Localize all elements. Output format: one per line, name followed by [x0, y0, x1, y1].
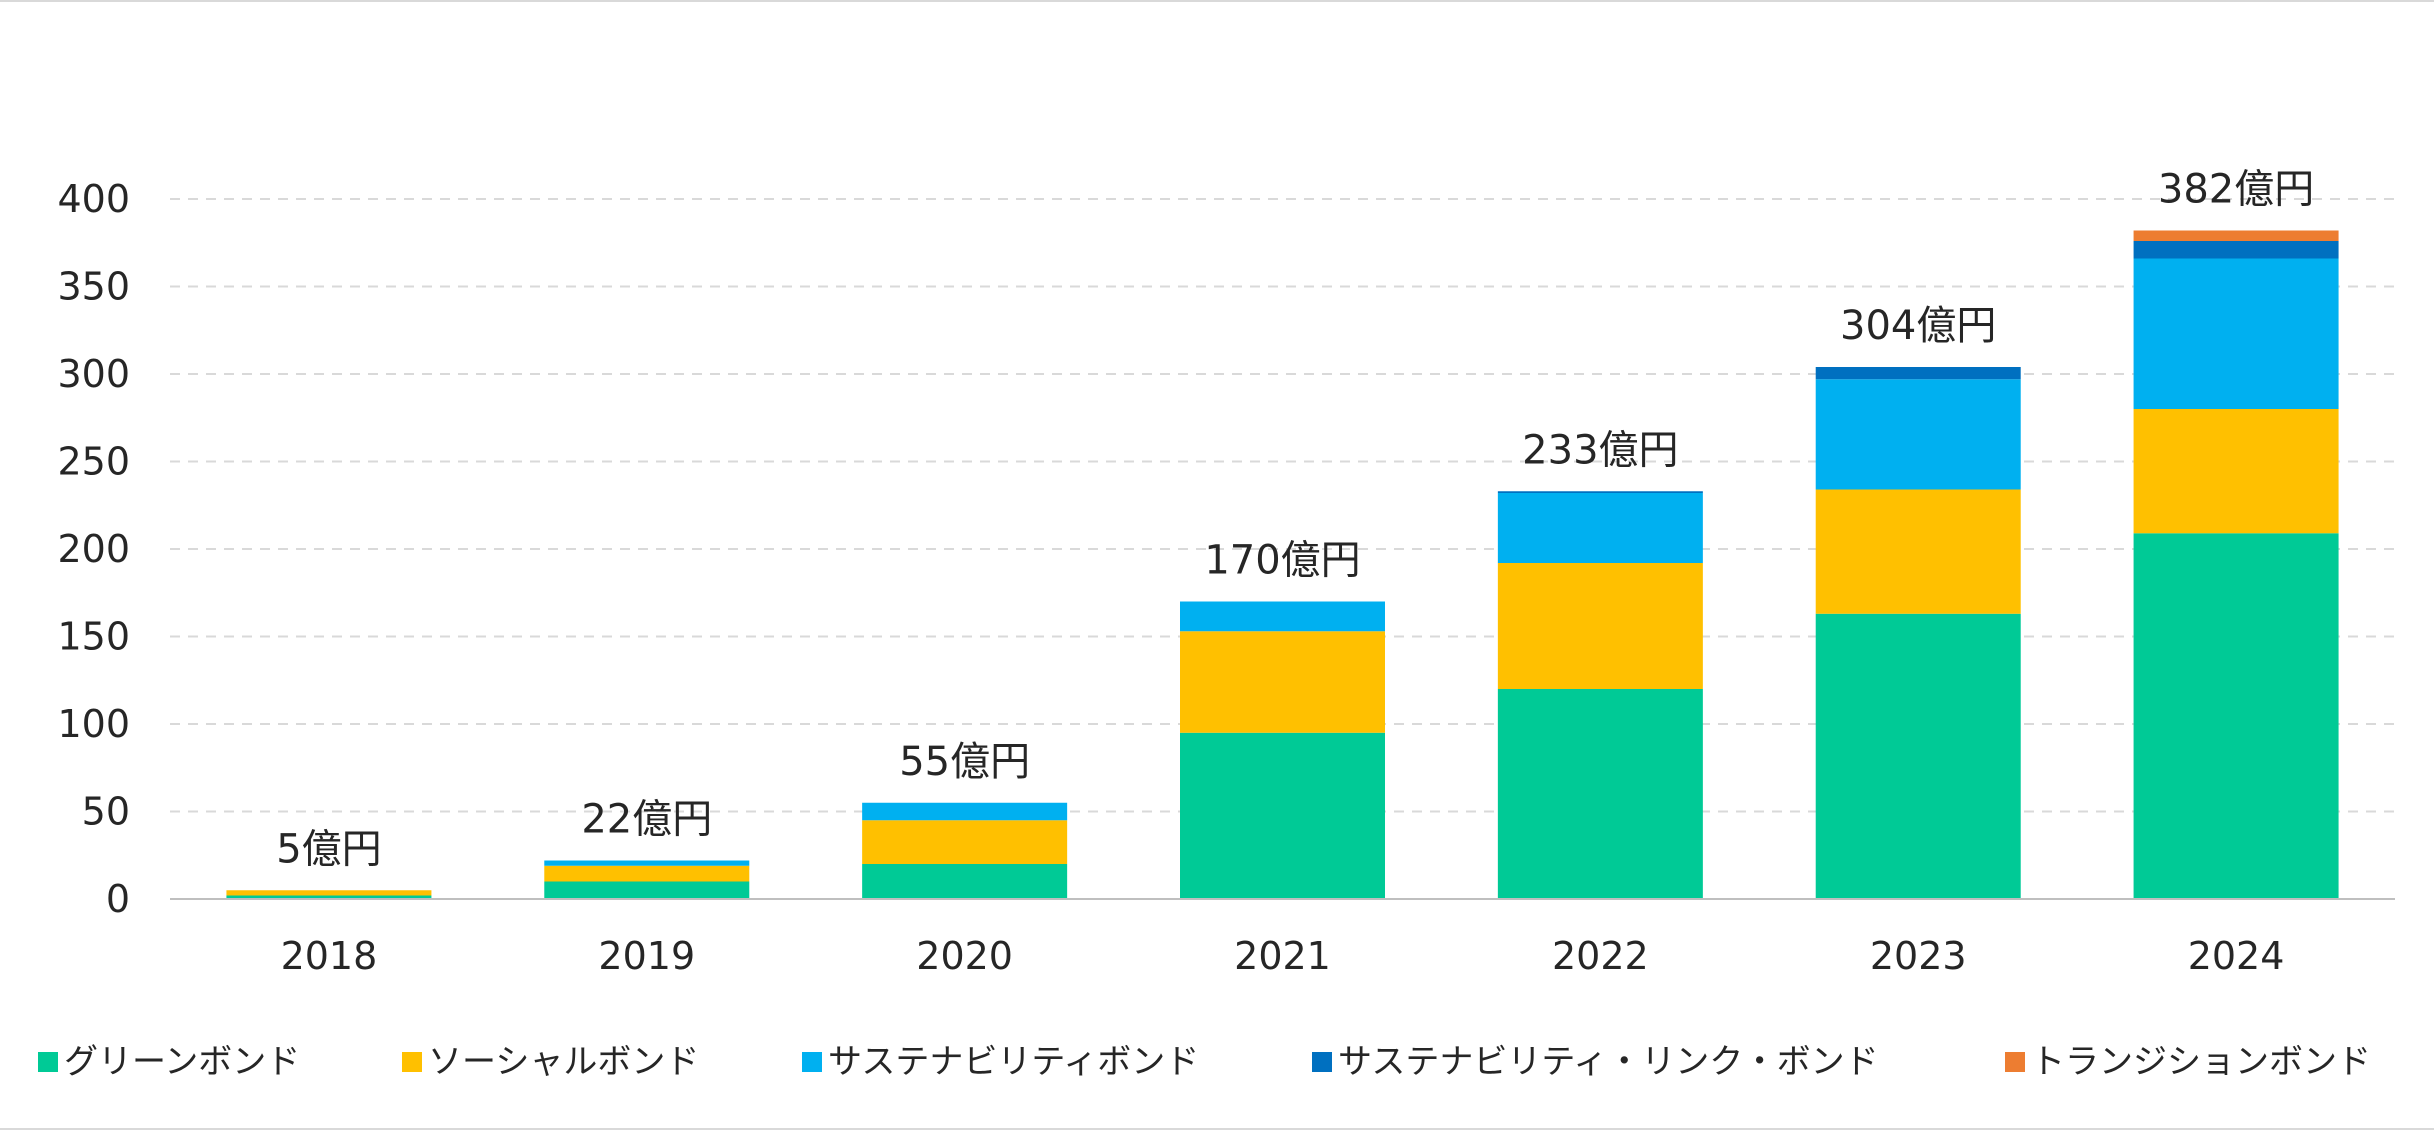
x-tick-label: 2024 [2188, 934, 2285, 978]
y-tick-label: 50 [82, 790, 130, 834]
x-tick-label: 2022 [1552, 934, 1649, 978]
bar-segment-2023-s0 [1815, 613, 2021, 899]
legend-swatch [2005, 1052, 2025, 1072]
legend-label: グリーンボンド [64, 1042, 301, 1082]
y-tick-label: 350 [57, 265, 130, 309]
bar-segment-2024-s4 [2133, 230, 2339, 241]
bar-segment-2020-s2 [862, 802, 1068, 821]
bar-total-label: 233億円 [1522, 427, 1678, 473]
bar-segment-2022-s2 [1497, 493, 1703, 563]
y-tick-label: 0 [106, 877, 130, 921]
bar-segment-2019-s0 [544, 881, 750, 899]
bar-segment-2018-s0 [226, 895, 432, 899]
bar-total-label: 170億円 [1204, 538, 1360, 584]
legend-swatch [1312, 1052, 1332, 1072]
x-tick-label: 2021 [1234, 934, 1331, 978]
x-axis-ticks: 2018 2019 2020 2021 2022 2023 2024 [281, 934, 2285, 978]
legend-label: ソーシャルボンド [428, 1042, 700, 1082]
x-tick-label: 2018 [281, 934, 378, 978]
legend-item: サステナビリティボンド [802, 1032, 1199, 1092]
bar-segment-2024-s2 [2133, 258, 2339, 409]
legend-item: グリーンボンド [38, 1032, 300, 1092]
bar-total-label: 5億円 [276, 826, 381, 872]
bar-segment-2022-s1 [1497, 563, 1703, 689]
y-tick-label: 200 [57, 527, 130, 571]
bar-total-label: 382億円 [2158, 167, 2314, 213]
bar-segment-2018-s1 [226, 890, 432, 896]
legend-swatch [402, 1052, 422, 1072]
legend: グリーンボンド ソーシャルボンド サステナビリティボンド サステナビリティ・リンク・ボ… [0, 1032, 2434, 1092]
bar-segment-2024-s1 [2133, 409, 2339, 534]
bar-total-label: 22億円 [581, 797, 712, 843]
bar-segment-2022-s0 [1497, 689, 1703, 899]
bar-segment-2019-s2 [544, 860, 750, 866]
x-tick-label: 2020 [916, 934, 1013, 978]
y-tick-label: 150 [57, 615, 130, 659]
y-tick-label: 300 [57, 352, 130, 396]
gridlines [170, 198, 2395, 813]
bar-segment-2024-s3 [2133, 241, 2339, 259]
legend-label: サステナビリティボンド [828, 1042, 1200, 1082]
bars [226, 230, 2339, 899]
stacked-bar-chart: 0 50 100 150 200 250 300 350 400 2018 2019 2020 202… [57, 167, 2395, 978]
bar-segment-2022-s3 [1497, 491, 1703, 493]
bar-segment-2021-s0 [1180, 732, 1385, 899]
bar-total-label: 304億円 [1840, 303, 1996, 349]
legend-item: ソーシャルボンド [402, 1032, 699, 1092]
bar-segment-2020-s0 [862, 864, 1068, 899]
bar-segment-2019-s1 [544, 865, 750, 882]
bar-segment-2023-s3 [1815, 367, 2021, 380]
bar-total-label: 55億円 [899, 739, 1030, 785]
bar-segment-2020-s1 [862, 820, 1068, 864]
bar-segment-2024-s0 [2133, 533, 2339, 899]
y-tick-label: 400 [57, 177, 130, 221]
bar-segment-2023-s2 [1815, 379, 2021, 490]
bar-totals: 5億円 22億円 55億円 170億円 233億円 304億円 382億円 [276, 167, 2314, 873]
legend-swatch [38, 1052, 58, 1072]
x-tick-label: 2023 [1870, 934, 1967, 978]
legend-label: トランジションボンド [2031, 1042, 2371, 1082]
y-tick-label: 100 [57, 702, 130, 746]
legend-label: サステナビリティ・リンク・ボンド [1338, 1042, 1879, 1082]
y-axis-ticks: 0 50 100 150 200 250 300 350 400 [57, 177, 130, 921]
bar-segment-2023-s1 [1815, 489, 2021, 614]
legend-swatch [802, 1052, 822, 1072]
x-tick-label: 2019 [598, 934, 695, 978]
bar-segment-2021-s1 [1180, 631, 1385, 733]
y-tick-label: 250 [57, 440, 130, 484]
bar-segment-2021-s2 [1180, 601, 1385, 632]
legend-item: トランジションボンド [2005, 1032, 2371, 1092]
legend-item: サステナビリティ・リンク・ボンド [1312, 1032, 1879, 1092]
